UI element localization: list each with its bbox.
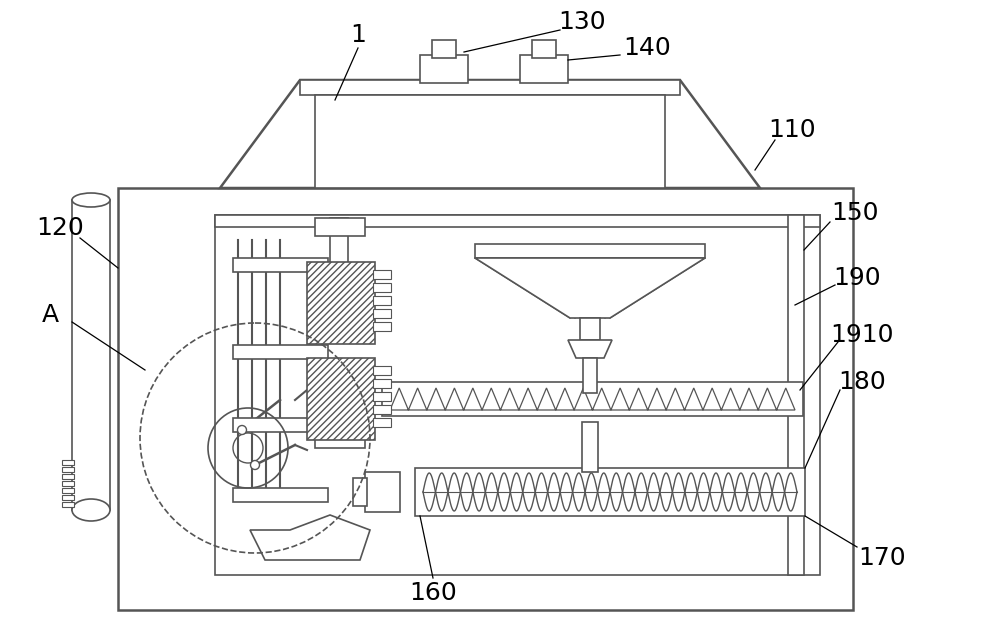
Text: 180: 180 — [838, 370, 886, 394]
Polygon shape — [220, 80, 760, 188]
Bar — [62, 481, 74, 486]
Bar — [373, 270, 391, 279]
Bar — [72, 200, 110, 510]
Ellipse shape — [72, 193, 110, 207]
Bar — [233, 418, 328, 432]
Bar — [373, 366, 391, 375]
Bar — [315, 218, 365, 236]
Bar — [330, 390, 348, 435]
Bar — [373, 309, 391, 318]
Bar — [215, 215, 820, 575]
Polygon shape — [250, 515, 370, 560]
Bar — [330, 218, 348, 263]
Bar — [373, 418, 391, 427]
Bar — [118, 188, 853, 610]
Bar — [520, 55, 568, 83]
Text: A: A — [41, 303, 59, 327]
Circle shape — [250, 460, 260, 469]
Text: 140: 140 — [623, 36, 671, 60]
Bar — [307, 358, 375, 440]
Bar — [233, 488, 328, 502]
Bar — [315, 95, 665, 188]
Bar — [432, 40, 456, 58]
Bar — [788, 215, 804, 575]
Bar — [420, 55, 468, 83]
Bar — [373, 322, 391, 331]
Bar — [62, 474, 74, 479]
Bar — [582, 422, 598, 472]
Bar — [315, 430, 365, 448]
Bar — [233, 345, 328, 359]
Text: 120: 120 — [36, 216, 84, 240]
Text: 1: 1 — [350, 23, 366, 47]
Bar — [215, 215, 820, 227]
Bar — [373, 405, 391, 414]
Bar — [62, 460, 74, 465]
Text: 170: 170 — [858, 546, 906, 570]
Text: 160: 160 — [409, 581, 457, 605]
Ellipse shape — [72, 499, 110, 521]
Bar — [382, 382, 803, 416]
Circle shape — [238, 426, 246, 435]
Bar — [532, 40, 556, 58]
Bar — [62, 488, 74, 493]
Bar — [62, 502, 74, 507]
Bar — [373, 379, 391, 388]
Bar — [233, 258, 328, 272]
Bar — [580, 318, 600, 340]
Bar — [373, 296, 391, 305]
Bar — [373, 283, 391, 292]
Bar — [307, 262, 375, 344]
Text: 110: 110 — [768, 118, 816, 142]
Text: 130: 130 — [558, 10, 606, 34]
Text: 150: 150 — [831, 201, 879, 225]
Bar — [300, 80, 680, 95]
Bar — [353, 478, 367, 506]
Bar — [373, 392, 391, 401]
Text: 190: 190 — [833, 266, 881, 290]
Bar — [415, 468, 805, 516]
Bar — [475, 244, 705, 258]
Text: 1910: 1910 — [830, 323, 894, 347]
Polygon shape — [568, 340, 612, 358]
Polygon shape — [390, 388, 795, 410]
Bar — [583, 358, 597, 393]
Bar — [62, 467, 74, 472]
Bar — [62, 495, 74, 500]
Bar — [365, 472, 400, 512]
Polygon shape — [475, 258, 705, 318]
